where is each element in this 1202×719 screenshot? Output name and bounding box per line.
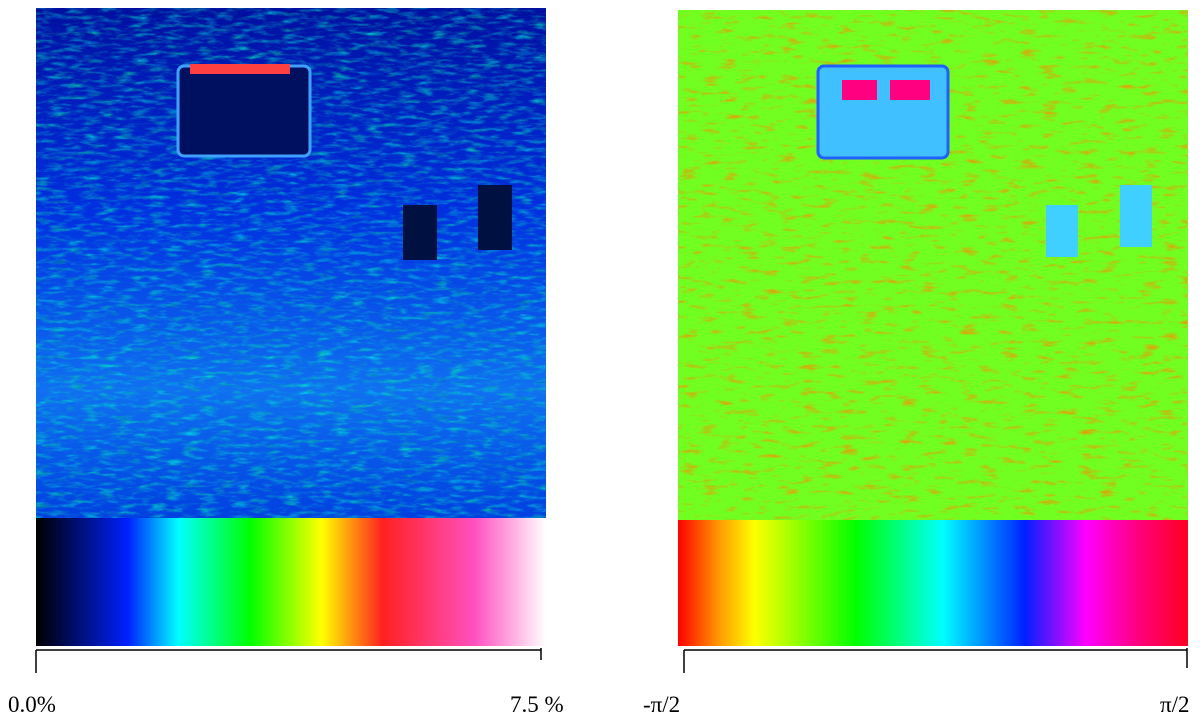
- figure: 0.0% 7.5 % -π/2 π/2: [0, 0, 1202, 719]
- scale-max-label: π/2: [1160, 692, 1190, 717]
- scale-min-label: 0.0%: [8, 692, 56, 717]
- scale-max-label: 7.5 %: [510, 692, 564, 717]
- colorbar-scale: [36, 648, 1187, 673]
- magnitude-image: [36, 8, 546, 518]
- phase-image: [678, 10, 1188, 520]
- page: 0.0% 7.5 % -π/2 π/2 (() => { const data …: [0, 0, 1202, 719]
- colorbar: [678, 520, 1188, 646]
- colorbar: [36, 518, 546, 646]
- scale-min-label: -π/2: [643, 692, 680, 717]
